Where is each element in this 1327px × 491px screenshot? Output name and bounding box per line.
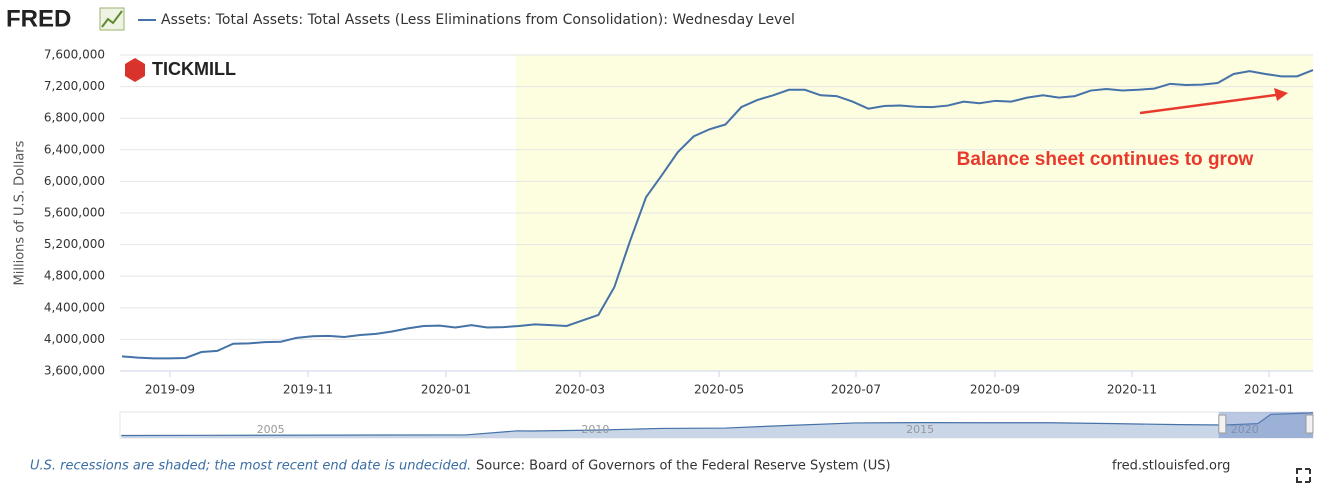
navigator-handle[interactable] [1305,414,1314,434]
y-tick-label: 7,200,000 [44,79,105,93]
brand-name: TICKMILL [152,59,236,79]
x-tick-label: 2019-09 [145,383,195,397]
x-tick-label: 2020-09 [970,383,1020,397]
y-tick-label: 5,600,000 [44,206,105,220]
y-tick-label: 3,600,000 [44,364,105,378]
x-tick-label: 2019-11 [283,383,333,397]
site: fred.stlouisfed.org [1112,459,1230,474]
navigator-area [121,412,1314,438]
legend-label: Assets: Total Assets: Total Assets (Less… [161,12,795,28]
y-axis-label: Millions of U.S. Dollars [13,140,28,285]
y-tick-label: 6,400,000 [44,142,105,156]
y-tick-label: 6,800,000 [44,111,105,125]
x-tick-label: 2020-03 [555,383,605,397]
y-tick-label: 5,200,000 [44,237,105,251]
navigator: 2005 2010 2015 2020 [119,411,1314,439]
y-tick-label: 6,000,000 [44,174,105,188]
fred-logo: FRED [6,5,71,32]
recession-note: U.S. recessions are shaded; the most rec… [30,459,471,474]
x-tick-label: 2020-05 [694,383,744,397]
y-tick-label: 7,600,000 [44,48,105,62]
logo-icon-line [101,10,123,28]
x-tick-label: 2020-01 [421,383,471,397]
logo-icon [99,7,125,31]
navigator-handle[interactable] [1218,414,1227,434]
x-tick-label: 2021-01 [1244,383,1294,397]
navigator-tick-label: 2010 [581,423,609,436]
brand-icon [125,58,145,82]
annotation: Balance sheet continues to grow [957,149,1254,170]
navigator-line [121,412,1314,437]
navigator-tick-label: 2005 [257,423,285,436]
series-line [121,69,1314,360]
annotation-arrow [1139,93,1277,115]
x-tick-label: 2020-07 [831,383,881,397]
brand: TICKMILL [125,58,236,82]
plot-area: 3,600,000 4,000,000 4,400,000 4,800,000 5,20… [44,48,1314,397]
navigator-tick-label: 2015 [906,423,934,436]
y-tick-label: 4,000,000 [44,332,105,346]
x-tick-label: 2020-11 [1107,383,1157,397]
source: Source: Board of Governors of the Federa… [476,459,891,474]
navigator-selection [1218,412,1313,438]
fullscreen-button[interactable] [1296,468,1311,483]
navigator-tick-label: 2020 [1231,423,1259,436]
y-tick-label: 4,800,000 [44,269,105,283]
y-tick-label: 4,400,000 [44,300,105,314]
annotation-arrowhead [1274,88,1288,101]
